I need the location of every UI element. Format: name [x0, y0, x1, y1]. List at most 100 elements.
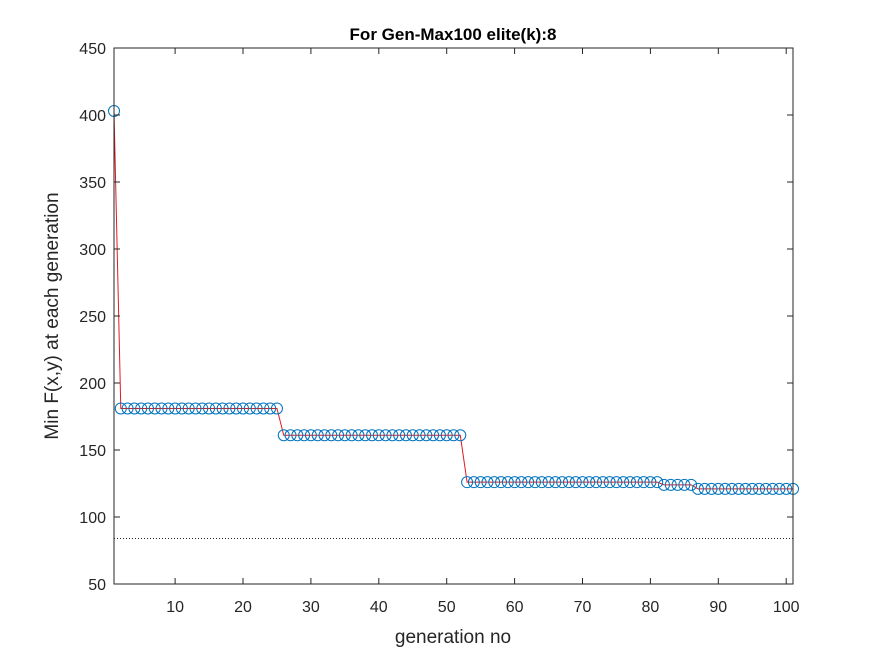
data-point: [773, 482, 786, 495]
data-point: [569, 476, 582, 489]
data-point: [250, 402, 263, 415]
data-point: [617, 476, 630, 489]
data-point: [719, 482, 732, 495]
data-point: [304, 429, 317, 442]
data-point: [501, 476, 514, 489]
y-axis-label: Min F(x,y) at each generation: [42, 192, 63, 439]
data-point: [759, 482, 772, 495]
data-point: [257, 402, 270, 415]
data-point: [644, 476, 657, 489]
data-point: [148, 402, 161, 415]
data-point: [651, 476, 664, 489]
data-point: [209, 402, 222, 415]
data-point: [556, 476, 569, 489]
data-point: [243, 402, 256, 415]
data-point: [196, 402, 209, 415]
data-point: [393, 429, 406, 442]
data-point: [766, 482, 779, 495]
data-point: [671, 478, 684, 491]
data-point: [467, 476, 480, 489]
data-point: [291, 429, 304, 442]
x-tick-label: 10: [166, 599, 184, 616]
data-point: [691, 482, 704, 495]
data-point: [128, 402, 141, 415]
data-point: [264, 402, 277, 415]
x-tick-label: 70: [574, 599, 592, 616]
data-point: [135, 402, 148, 415]
data-point: [216, 402, 229, 415]
data-point: [182, 402, 195, 415]
data-point: [630, 476, 643, 489]
data-point: [522, 476, 535, 489]
data-point: [698, 482, 711, 495]
data-point: [474, 476, 487, 489]
data-point: [535, 476, 548, 489]
data-point: [583, 476, 596, 489]
data-point: [270, 402, 283, 415]
data-point: [590, 476, 603, 489]
data-point: [189, 402, 202, 415]
data-point: [325, 429, 338, 442]
axis-ticks: 10 20 30 40 50 60 70 80 90 100 50 100 150 200 250 300 35…: [79, 41, 799, 616]
data-point: [528, 476, 541, 489]
data-point: [712, 482, 725, 495]
data-point: [678, 478, 691, 491]
x-tick-label: 20: [234, 599, 252, 616]
data-point: [542, 476, 555, 489]
data-point: [413, 429, 426, 442]
y-tick-label: 250: [79, 309, 106, 326]
y-tick-label: 100: [79, 510, 106, 527]
data-point: [175, 402, 188, 415]
data-point: [515, 476, 528, 489]
data-point: [596, 476, 609, 489]
data-point: [121, 402, 134, 415]
data-point: [379, 429, 392, 442]
data-point: [433, 429, 446, 442]
data-point: [284, 429, 297, 442]
x-axis-label: generation no: [395, 627, 511, 648]
chart-title: For Gen-Max100 elite(k):8: [350, 25, 557, 44]
data-point: [399, 429, 412, 442]
data-point: [406, 429, 419, 442]
x-tick-label: 60: [506, 599, 524, 616]
data-point: [495, 476, 508, 489]
data-point: [685, 478, 698, 491]
data-point: [372, 429, 385, 442]
data-point: [739, 482, 752, 495]
data-point: [311, 429, 324, 442]
data-point: [203, 402, 216, 415]
chart-marks: [108, 104, 799, 539]
data-point: [141, 402, 154, 415]
x-tick-label: 40: [370, 599, 388, 616]
data-point: [114, 402, 127, 415]
data-point: [705, 482, 718, 495]
data-point: [440, 429, 453, 442]
series-line: [113, 110, 793, 490]
data-point: [488, 476, 501, 489]
y-tick-label: 200: [79, 376, 106, 393]
data-point: [155, 402, 168, 415]
y-tick-label: 400: [79, 108, 106, 125]
data-point: [162, 402, 175, 415]
data-point: [508, 476, 521, 489]
data-point: [386, 429, 399, 442]
data-point: [610, 476, 623, 489]
data-point: [624, 476, 637, 489]
data-point: [345, 429, 358, 442]
data-point: [420, 429, 433, 442]
data-point: [359, 429, 372, 442]
data-point: [664, 478, 677, 491]
x-tick-label: 90: [709, 599, 727, 616]
data-point: [481, 476, 494, 489]
x-tick-label: 30: [302, 599, 320, 616]
data-point: [332, 429, 345, 442]
x-tick-label: 80: [642, 599, 660, 616]
data-point: [637, 476, 650, 489]
data-point: [562, 476, 575, 489]
y-tick-label: 150: [79, 443, 106, 460]
data-point: [576, 476, 589, 489]
data-point: [318, 429, 331, 442]
data-point: [237, 402, 250, 415]
data-point: [366, 429, 379, 442]
data-point: [725, 482, 738, 495]
